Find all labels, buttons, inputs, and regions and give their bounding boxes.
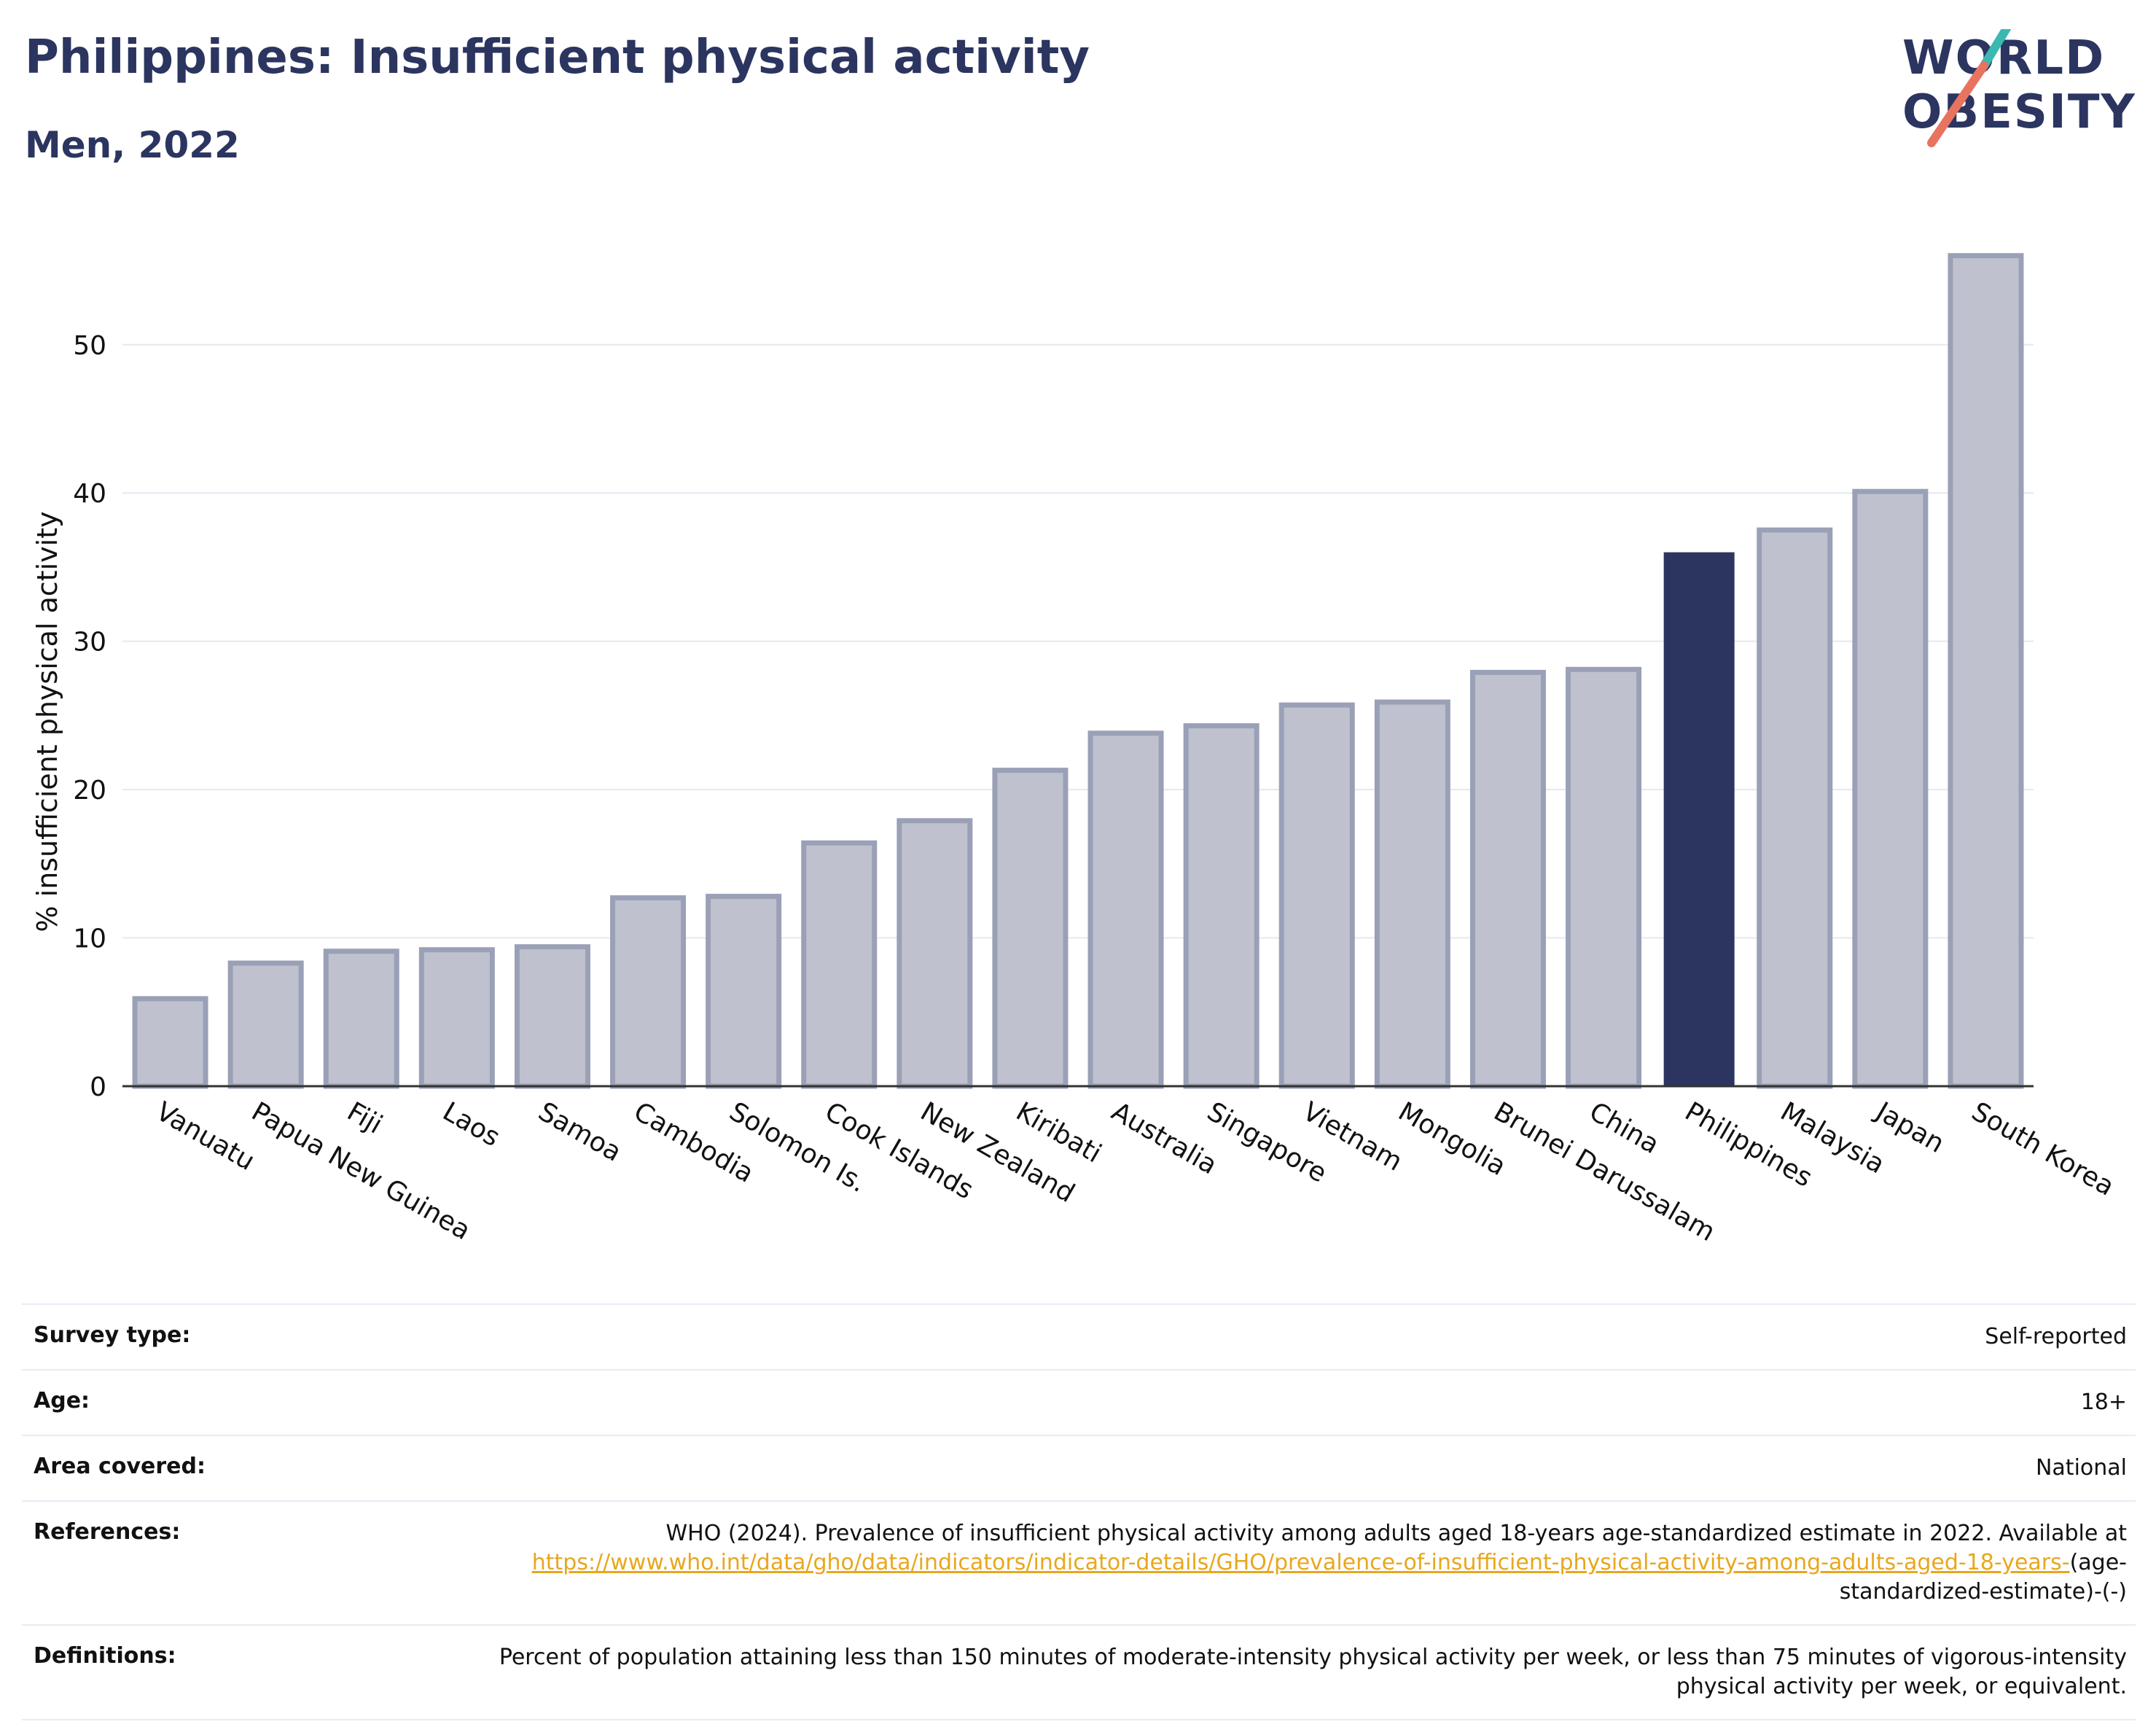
bar-fiji	[323, 948, 399, 1089]
page-subtitle: Men, 2022	[25, 124, 240, 166]
references-text: WHO (2024). Prevalence of insufficient p…	[665, 1521, 2127, 1546]
x-tick-label: Vanuatu	[151, 1096, 259, 1177]
survey-info-table: Survey type: Self-reported Age: 18+ Area…	[22, 1303, 2136, 1720]
bar-solomon-is	[706, 894, 782, 1089]
survey-type-value: Self-reported	[1985, 1324, 2127, 1349]
definitions-label: Definitions:	[34, 1643, 176, 1669]
bar-china	[1566, 666, 1642, 1089]
bar-vanuatu	[132, 996, 208, 1089]
x-tick-label: Samoa	[533, 1096, 626, 1168]
bar-laos	[418, 947, 495, 1089]
info-row-age: Age: 18+	[22, 1370, 2136, 1435]
bar-south-korea	[1948, 253, 2024, 1089]
bar-singapore	[1183, 723, 1259, 1089]
references-link[interactable]: https://www.who.int/data/gho/data/indica…	[531, 1550, 2070, 1575]
y-tick-label: 30	[73, 628, 106, 658]
area-label: Area covered:	[34, 1454, 206, 1479]
x-tick-label: Fiji	[342, 1096, 387, 1140]
world-obesity-logo: WORLD OBESITY	[1902, 29, 2143, 153]
x-tick-label: Australia	[1106, 1096, 1222, 1180]
bar-malaysia	[1757, 527, 1833, 1089]
bar-samoa	[514, 944, 590, 1089]
page-title: Philippines: Insufficient physical activ…	[25, 31, 1090, 85]
bar-brunei-darussalam	[1469, 669, 1546, 1089]
info-row-references: References: WHO (2024). Prevalence of in…	[22, 1501, 2136, 1625]
info-row-definitions: Definitions: Percent of population attai…	[22, 1625, 2136, 1720]
x-tick-label: Mongolia	[1393, 1096, 1511, 1182]
definitions-value: Percent of population attaining less tha…	[499, 1645, 2127, 1699]
age-value: 18+	[2080, 1389, 2127, 1415]
area-value: National	[2035, 1455, 2127, 1481]
y-tick-label: 50	[73, 331, 106, 361]
info-row-survey-type: Survey type: Self-reported	[22, 1304, 2136, 1370]
logo-slash-icon	[1927, 29, 2012, 147]
y-tick-label: 0	[90, 1072, 106, 1102]
references-label: References:	[34, 1519, 181, 1545]
bar-new-zealand	[897, 818, 973, 1089]
x-tick-label: South Korea	[1966, 1096, 2119, 1202]
bar-papua-new-guinea	[227, 960, 304, 1089]
y-tick-label: 20	[73, 776, 106, 806]
bar-mongolia	[1374, 699, 1450, 1089]
y-tick-label: 10	[73, 924, 106, 954]
bar-japan	[1852, 488, 1929, 1089]
logo-word-world: WORLD	[1902, 31, 2106, 85]
references-suffix: (age-standardized-estimate)-(-)	[1839, 1550, 2127, 1605]
bar-cook-islands	[801, 840, 878, 1089]
references-value: WHO (2024). Prevalence of insufficient p…	[421, 1501, 2136, 1625]
survey-type-label: Survey type:	[34, 1322, 191, 1348]
chart-bars	[132, 253, 2024, 1089]
y-axis-label: % insufficient physical activity	[31, 511, 63, 932]
bar-kiribati	[992, 768, 1069, 1089]
bar-vietnam	[1278, 702, 1355, 1089]
bar-philippines	[1663, 552, 1735, 1086]
bar-australia	[1087, 730, 1164, 1089]
bar-cambodia	[610, 895, 687, 1089]
info-row-area: Area covered: National	[22, 1435, 2136, 1501]
chart-gridlines	[122, 343, 2034, 939]
chart-y-ticks: 0 10 20 30 40 50	[73, 331, 106, 1102]
y-tick-label: 40	[73, 479, 106, 509]
x-tick-label: Laos	[437, 1096, 504, 1153]
age-label: Age:	[34, 1388, 90, 1414]
